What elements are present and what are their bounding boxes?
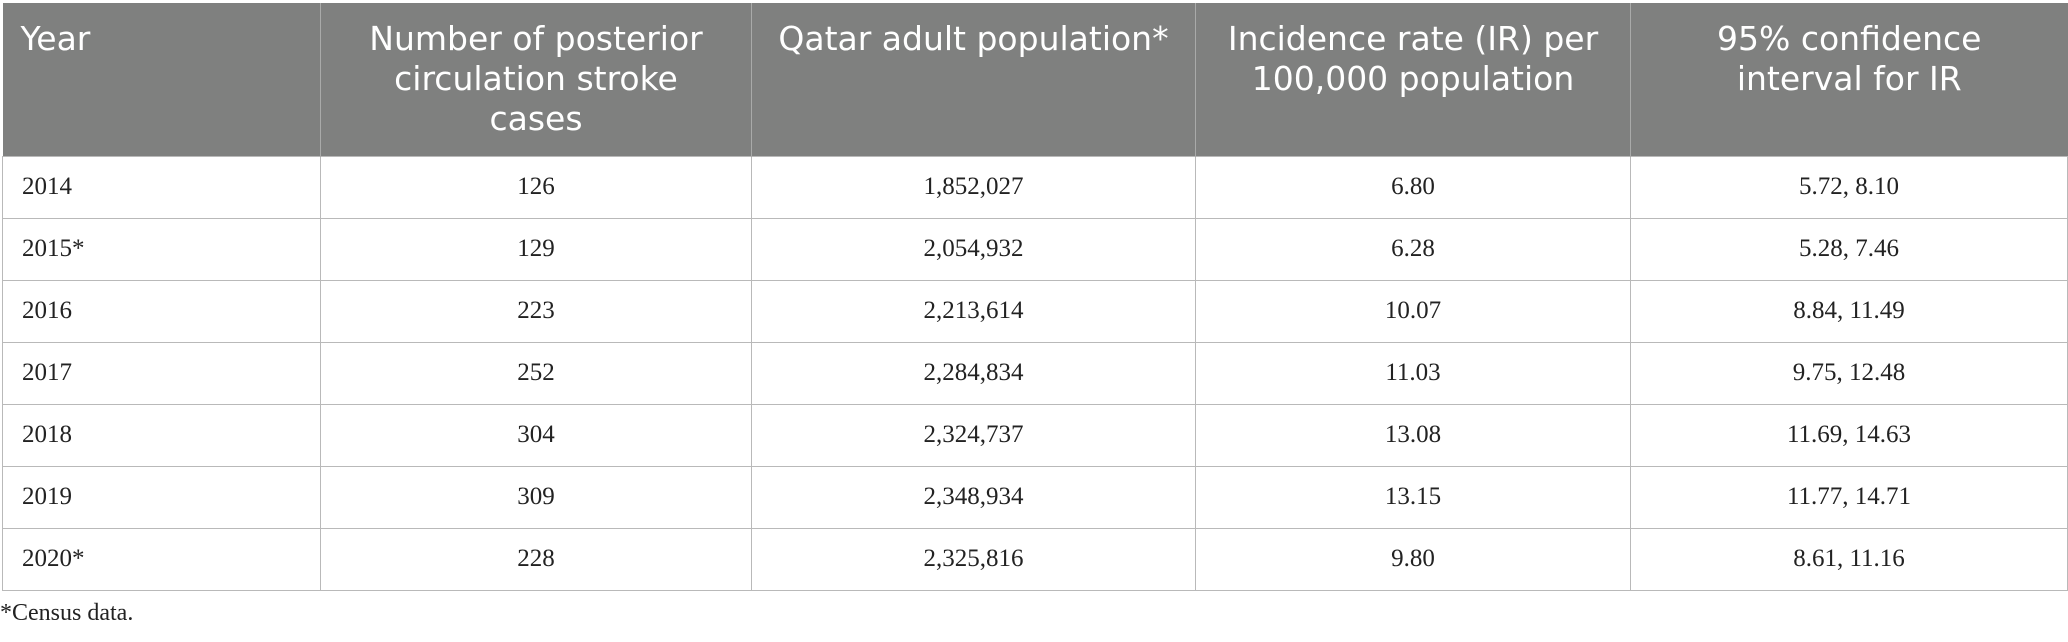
cell-year: 2015* — [2, 217, 321, 281]
cell-confidence-interval: 5.28, 7.46 — [1630, 217, 2068, 281]
cell-confidence-interval: 9.75, 12.48 — [1630, 341, 2068, 405]
cell-case-count: 304 — [320, 403, 752, 467]
cell-confidence-interval: 5.72, 8.10 — [1630, 155, 2068, 219]
cell-population: 2,054,932 — [751, 217, 1196, 281]
cell-case-count: 129 — [320, 217, 752, 281]
table-row: 2019 309 2,348,934 13.15 11.77, 14.71 — [2, 465, 2068, 529]
cell-year: 2014 — [2, 155, 321, 219]
cell-population: 2,213,614 — [751, 279, 1196, 343]
table-row: 2017 252 2,284,834 11.03 9.75, 12.48 — [2, 341, 2068, 405]
data-table-container: Year Number of posterior circulation str… — [2, 3, 2068, 591]
table-row: 2018 304 2,324,737 13.08 11.69, 14.63 — [2, 403, 2068, 467]
cell-confidence-interval: 8.84, 11.49 — [1630, 279, 2068, 343]
cell-case-count: 309 — [320, 465, 752, 529]
table-header: Year Number of posterior circulation str… — [2, 3, 2068, 156]
cell-population: 2,284,834 — [751, 341, 1196, 405]
cell-year: 2018 — [2, 403, 321, 467]
cell-incidence-rate: 13.08 — [1195, 403, 1631, 467]
incidence-table: Year Number of posterior circulation str… — [2, 3, 2068, 591]
cell-year: 2019 — [2, 465, 321, 529]
cell-incidence-rate: 6.28 — [1195, 217, 1631, 281]
cell-population: 2,324,737 — [751, 403, 1196, 467]
cell-incidence-rate: 11.03 — [1195, 341, 1631, 405]
cell-population: 2,348,934 — [751, 465, 1196, 529]
cell-confidence-interval: 8.61, 11.16 — [1630, 527, 2068, 591]
header-population: Qatar adult population* — [751, 3, 1196, 156]
cell-incidence-rate: 9.80 — [1195, 527, 1631, 591]
cell-confidence-interval: 11.69, 14.63 — [1630, 403, 2068, 467]
cell-year: 2020* — [2, 527, 321, 591]
header-incidence-rate: Incidence rate (IR) per 100,000 populati… — [1195, 3, 1631, 156]
header-confidence-interval: 95% confidence interval for IR — [1630, 3, 2068, 156]
table-row: 2014 126 1,852,027 6.80 5.72, 8.10 — [2, 155, 2068, 219]
cell-population: 1,852,027 — [751, 155, 1196, 219]
cell-population: 2,325,816 — [751, 527, 1196, 591]
cell-year: 2016 — [2, 279, 321, 343]
table-row: 2016 223 2,213,614 10.07 8.84, 11.49 — [2, 279, 2068, 343]
cell-incidence-rate: 13.15 — [1195, 465, 1631, 529]
header-case-count: Number of posterior circulation stroke c… — [320, 3, 752, 156]
table-row: 2020* 228 2,325,816 9.80 8.61, 11.16 — [2, 527, 2068, 591]
cell-incidence-rate: 6.80 — [1195, 155, 1631, 219]
cell-case-count: 126 — [320, 155, 752, 219]
cell-case-count: 223 — [320, 279, 752, 343]
table-body: 2014 126 1,852,027 6.80 5.72, 8.10 2015*… — [2, 155, 2068, 591]
cell-confidence-interval: 11.77, 14.71 — [1630, 465, 2068, 529]
cell-case-count: 228 — [320, 527, 752, 591]
cell-case-count: 252 — [320, 341, 752, 405]
header-year: Year — [2, 3, 321, 156]
header-row: Year Number of posterior circulation str… — [2, 3, 2068, 156]
table-row: 2015* 129 2,054,932 6.28 5.28, 7.46 — [2, 217, 2068, 281]
cell-incidence-rate: 10.07 — [1195, 279, 1631, 343]
cell-year: 2017 — [2, 341, 321, 405]
table-footnote: *Census data. — [0, 600, 134, 626]
